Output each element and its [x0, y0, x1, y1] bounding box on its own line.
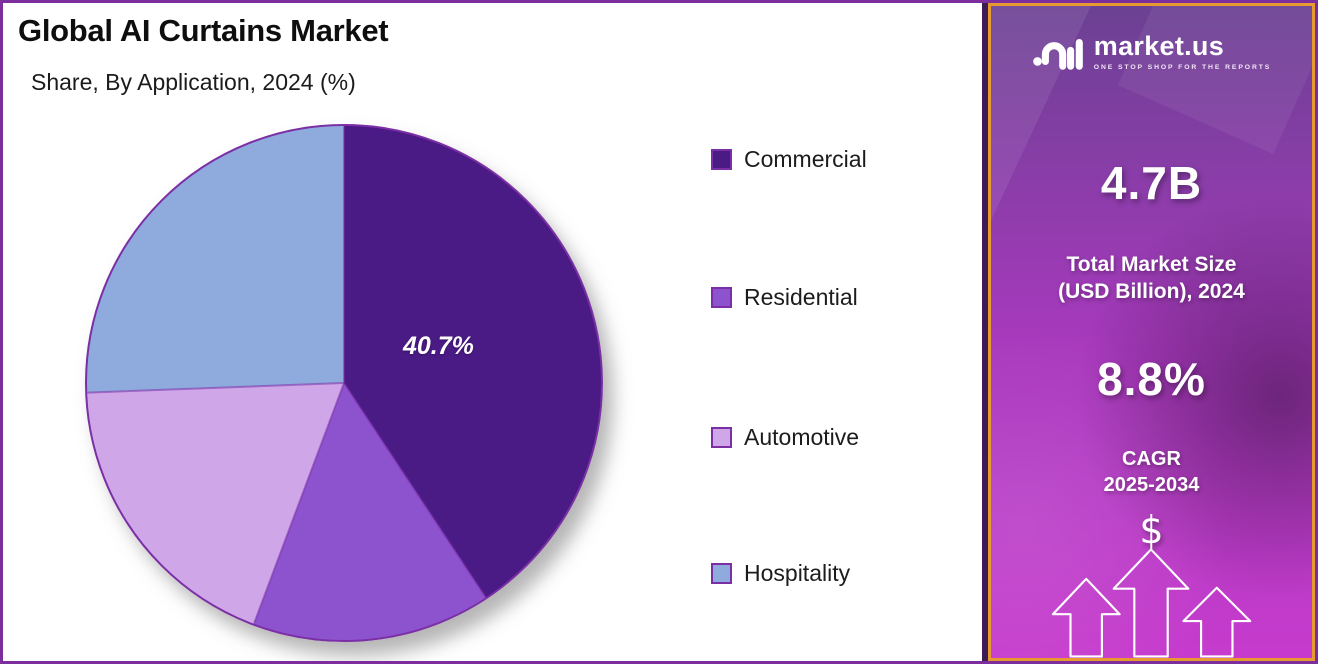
brand-tagline: ONE STOP SHOP FOR THE REPORTS	[1093, 64, 1272, 71]
stats-side-panel: market.us ONE STOP SHOP FOR THE REPORTS …	[982, 3, 1315, 661]
legend-item-hospitality: Hospitality	[711, 560, 850, 587]
dollar-icon: $	[1139, 508, 1164, 552]
legend-label-residential: Residential	[744, 284, 858, 310]
total-market-size-label-line1: Total Market Size	[1066, 253, 1237, 276]
legend-swatch-commercial	[711, 149, 732, 170]
total-market-size-label: Total Market Size (USD Billion), 2024	[991, 251, 1312, 306]
slice-label-commercial: 40.7%	[403, 332, 474, 360]
cagr-label-line1: CAGR	[1122, 448, 1181, 470]
page-title: Global AI Curtains Market	[18, 13, 389, 48]
legend-swatch-automotive	[711, 427, 732, 448]
market-us-logo-icon	[1032, 39, 1083, 70]
brand-text: market.us ONE STOP SHOP FOR THE REPORTS	[1093, 31, 1272, 72]
brand-name: market.us	[1093, 31, 1225, 61]
market-us-logo: market.us ONE STOP SHOP FOR THE REPORTS	[991, 30, 1312, 74]
page-subtitle: Share, By Application, 2024 (%)	[31, 69, 356, 95]
growth-arrows-icon	[1051, 548, 1252, 658]
pie-chart: 40.7%	[85, 124, 603, 642]
legend-item-residential: Residential	[711, 284, 858, 311]
legend-label-hospitality: Hospitality	[744, 560, 851, 586]
legend-swatch-hospitality	[711, 563, 732, 584]
legend-label-automotive: Automotive	[744, 424, 860, 450]
cagr-label: CAGR 2025-2034	[991, 446, 1312, 498]
total-market-size-label-line2: (USD Billion), 2024	[1058, 280, 1245, 304]
pie-circle	[85, 124, 603, 642]
legend-item-commercial: Commercial	[711, 146, 867, 173]
panel-body: market.us ONE STOP SHOP FOR THE REPORTS …	[988, 3, 1315, 661]
cagr-value: 8.8%	[1097, 353, 1206, 405]
legend-swatch-residential	[711, 287, 732, 308]
legend-item-automotive: Automotive	[711, 424, 859, 451]
panel-edge-strip	[982, 3, 988, 661]
legend-label-commercial: Commercial	[744, 146, 867, 172]
cagr-label-line2: 2025-2034	[1103, 474, 1200, 496]
total-market-size-value: 4.7B	[1100, 157, 1203, 209]
